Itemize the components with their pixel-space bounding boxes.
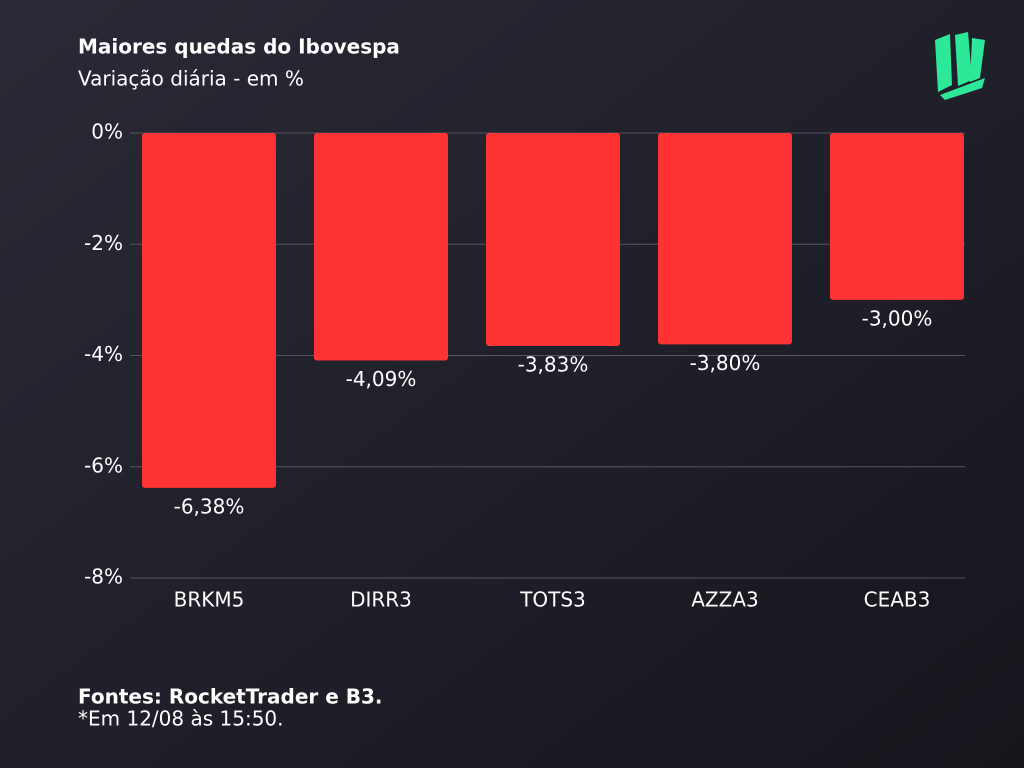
y-tick-label: -8%: [84, 565, 123, 589]
y-tick-label: -6%: [84, 453, 123, 477]
chart-subtitle: Variação diária - em %: [78, 67, 304, 91]
bar: [314, 133, 448, 361]
x-tick-label: CEAB3: [864, 588, 931, 612]
x-tick-label: DIRR3: [350, 588, 412, 612]
bar: [486, 133, 620, 347]
value-label: -3,00%: [862, 306, 933, 330]
source: Fontes: RocketTrader e B3.: [78, 685, 383, 709]
value-label: -6,38%: [174, 494, 245, 518]
x-tick-label: AZZA3: [691, 588, 759, 612]
y-tick-label: -2%: [84, 231, 123, 255]
x-tick-label: BRKM5: [174, 588, 245, 612]
logo: [935, 32, 985, 100]
chart-title: Maiores quedas do Ibovespa: [78, 35, 400, 59]
y-tick-label: 0%: [91, 120, 123, 144]
value-label: -4,09%: [346, 367, 417, 391]
note: *Em 12/08 às 15:50.: [78, 707, 284, 731]
bar: [830, 133, 964, 300]
value-label: -3,83%: [518, 353, 589, 377]
x-tick-label: TOTS3: [519, 588, 586, 612]
value-label: -3,80%: [690, 351, 761, 375]
y-tick-label: -4%: [84, 342, 123, 366]
bar: [142, 133, 276, 488]
bar: [658, 133, 792, 345]
